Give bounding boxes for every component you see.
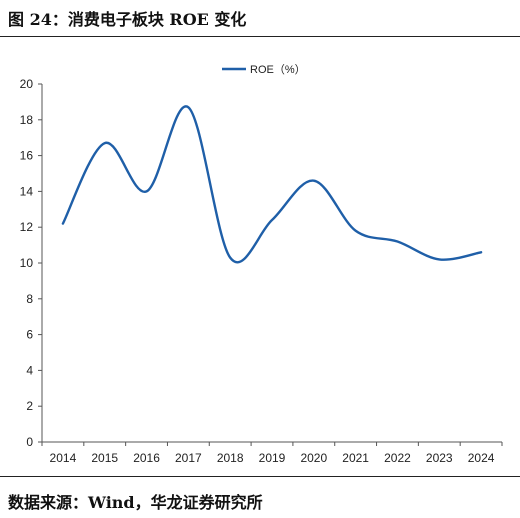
x-tick-label: 2021 xyxy=(342,451,369,465)
y-tick-label: 10 xyxy=(20,256,34,270)
y-axis-ticks: 0 2 4 6 8 10 12 14 16 18 20 xyxy=(20,77,42,449)
x-tick-label: 2019 xyxy=(259,451,286,465)
x-tick-label: 2017 xyxy=(175,451,202,465)
y-tick-label: 16 xyxy=(20,149,34,163)
y-tick-label: 8 xyxy=(26,292,33,306)
roe-series-line xyxy=(61,105,483,264)
y-tick-label: 18 xyxy=(20,113,34,127)
y-tick-label: 6 xyxy=(26,328,33,342)
bottom-rule xyxy=(0,476,520,477)
figure-title: 图 24：消费电子板块 ROE 变化 xyxy=(8,10,247,29)
x-tick-label: 2022 xyxy=(384,451,411,465)
series-layer xyxy=(61,105,483,264)
chart-axes xyxy=(41,84,502,443)
y-tick-label: 0 xyxy=(26,435,33,449)
top-rule xyxy=(0,36,520,37)
y-tick-label: 2 xyxy=(26,399,33,413)
legend-label: ROE（%） xyxy=(250,63,306,76)
x-tick-label: 2018 xyxy=(217,451,244,465)
source-note: 数据来源：Wind，华龙证券研究所 xyxy=(8,493,263,512)
x-axis-ticks: 2014 2015 2016 2017 2018 2019 2020 2021 2022 2023… xyxy=(41,442,503,465)
x-tick-label: 2014 xyxy=(50,451,77,465)
x-tick-label: 2023 xyxy=(426,451,453,465)
chart-legend: ROE（%） xyxy=(222,63,306,76)
y-tick-label: 4 xyxy=(26,363,33,377)
y-tick-label: 20 xyxy=(20,77,34,91)
y-tick-label: 12 xyxy=(20,220,34,234)
x-tick-label: 2016 xyxy=(133,451,160,465)
x-tick-label: 2024 xyxy=(468,451,495,465)
y-tick-label: 14 xyxy=(20,184,34,198)
x-tick-label: 2020 xyxy=(300,451,327,465)
x-tick-label: 2015 xyxy=(91,451,118,465)
